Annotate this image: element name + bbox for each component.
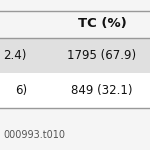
- Text: 6): 6): [15, 84, 27, 97]
- Text: TC (%): TC (%): [78, 18, 126, 30]
- Text: 000993.t010: 000993.t010: [3, 130, 65, 140]
- Text: 2.4): 2.4): [4, 49, 27, 62]
- Text: 1795 (67.9): 1795 (67.9): [68, 49, 136, 62]
- Text: 849 (32.1): 849 (32.1): [71, 84, 133, 97]
